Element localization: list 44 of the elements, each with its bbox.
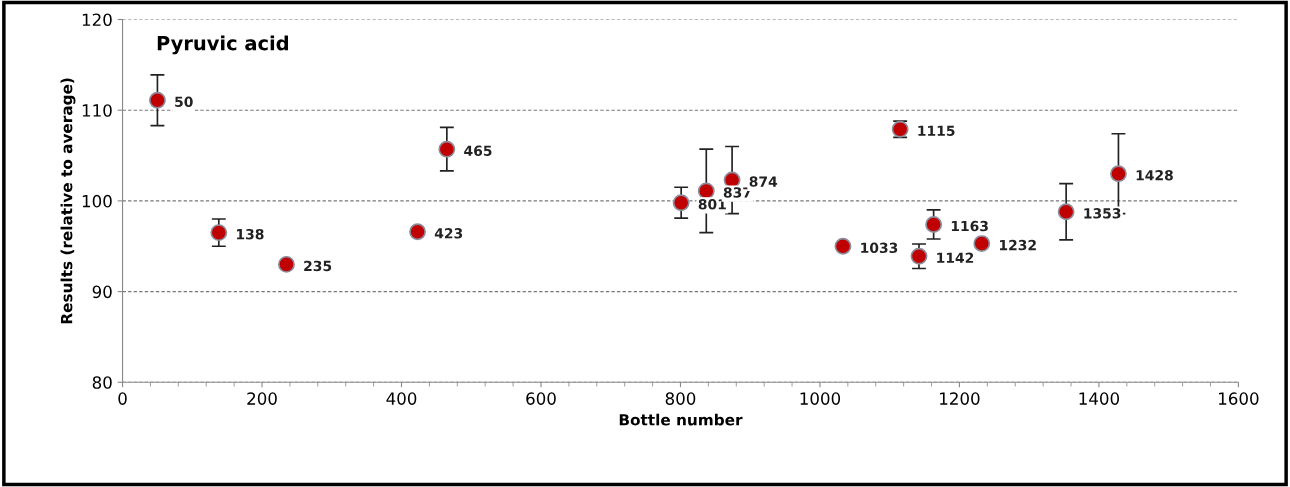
point [973,235,991,252]
x-tick-label: 200 [247,392,277,405]
point [277,255,295,273]
point [1110,165,1127,183]
x-tick-label: 0 [118,392,127,405]
annotation: 1353 [1084,208,1121,219]
x-tick-label: 400 [386,392,417,405]
y-tick-label: 110 [82,104,112,117]
x-tick-label: 800 [665,392,696,405]
point [148,91,166,109]
y-axis-title: Results (relative to average) [60,78,76,324]
point [210,224,228,242]
y-tick-label: 100 [82,194,112,208]
x-tick-label: 1000 [800,392,841,405]
y-tick-label: 120 [82,13,112,27]
annotation: 1033 [861,242,898,254]
annotation: 801 [698,199,726,210]
point [925,216,943,233]
annotation: 1428 [1136,169,1173,181]
point [910,247,928,265]
annotation: 874 [749,176,778,187]
annotation: 1142 [937,252,974,263]
point [697,182,715,200]
point [672,194,690,212]
annotation: 138 [237,228,264,240]
annotation: 50 [175,96,193,108]
point [834,237,852,255]
text: Pyruvic acid [157,35,288,55]
x-axis-title: Bottle number [619,413,743,426]
annotation: 423 [434,228,463,239]
x-tick-label: 1400 [1079,392,1120,405]
x-tick-label: 1200 [940,392,980,405]
annotation: 1232 [999,239,1036,251]
annotation: 1115 [918,125,955,137]
y-tick-label: 80 [92,376,112,389]
point [438,140,456,158]
annotation: 1163 [951,220,988,232]
x-tick-label: 1600 [1219,392,1259,405]
annotation: 465 [464,145,492,156]
y-tick-label: 90 [92,285,112,299]
point [1057,203,1075,221]
point [409,223,426,241]
annotation: 235 [304,260,332,272]
x-tick-label: 600 [526,392,556,405]
